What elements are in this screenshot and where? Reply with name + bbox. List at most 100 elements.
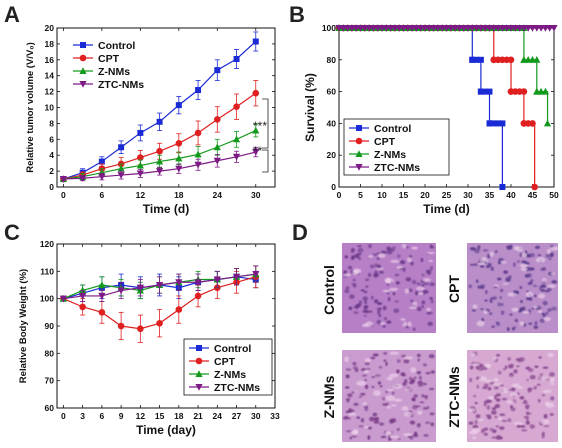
data-point <box>175 154 183 162</box>
cell-nucleus <box>421 394 425 398</box>
y-tick-label: 80 <box>45 348 55 358</box>
cytoplasm-patch <box>378 253 386 258</box>
cell-nucleus <box>540 284 547 288</box>
data-point <box>252 126 260 134</box>
x-tick-label: 9 <box>119 411 124 421</box>
cell-nucleus <box>412 327 416 331</box>
cell-nucleus <box>533 294 537 298</box>
cytoplasm-patch <box>353 268 362 274</box>
data-point <box>175 165 183 173</box>
cell-nucleus <box>367 435 371 440</box>
cell-nucleus <box>409 435 414 440</box>
cell-nucleus <box>475 365 479 370</box>
cell-nucleus <box>418 384 424 387</box>
cell-nucleus <box>499 288 504 293</box>
y-tick-label: 120 <box>40 239 54 249</box>
data-point <box>194 129 202 137</box>
y-tick-label: 10 <box>45 103 55 113</box>
y-tick-label: 4 <box>49 150 54 160</box>
x-tick-label: 30 <box>251 190 261 200</box>
data-point <box>543 119 552 127</box>
y-tick-label: 100 <box>322 23 336 33</box>
x-tick-label: 0 <box>61 411 66 421</box>
cell-nucleus <box>491 436 498 439</box>
cell-nucleus <box>477 285 483 289</box>
cytoplasm-patch <box>546 248 551 254</box>
data-point <box>136 284 144 292</box>
cell-nucleus <box>360 392 366 396</box>
y-tick-label: 70 <box>45 376 55 386</box>
cytoplasm-patch <box>478 262 486 265</box>
cell-nucleus <box>526 378 529 382</box>
data-point <box>252 271 260 278</box>
series-z-nms <box>335 24 552 127</box>
data-point <box>213 157 221 165</box>
cytoplasm-patch <box>351 430 359 435</box>
data-point <box>507 56 515 64</box>
cell-nucleus <box>490 266 494 272</box>
cell-nucleus <box>532 284 538 287</box>
legend-marker <box>355 164 363 171</box>
cytoplasm-patch <box>344 356 349 363</box>
cell-nucleus <box>344 288 350 294</box>
cell-nucleus <box>483 400 489 404</box>
cytoplasm-patch <box>539 419 550 425</box>
he-label-cpt: CPT <box>446 275 462 303</box>
cell-nucleus <box>542 366 549 369</box>
cell-nucleus <box>422 363 428 367</box>
cell-nucleus <box>412 404 418 410</box>
cytoplasm-patch <box>418 292 424 296</box>
data-point <box>232 135 241 143</box>
cell-nucleus <box>421 305 424 309</box>
cell-nucleus <box>485 290 488 294</box>
legend-marker <box>355 137 363 145</box>
cell-nucleus <box>550 396 555 401</box>
cell-nucleus <box>477 245 481 250</box>
cell-nucleus <box>377 302 383 305</box>
data-point <box>482 88 489 95</box>
cell-nucleus <box>357 247 364 253</box>
series-ztc-nms <box>59 146 260 183</box>
cell-nucleus <box>511 387 516 392</box>
data-point <box>252 149 260 156</box>
y-tick-label: 0 <box>331 182 336 192</box>
cytoplasm-patch <box>517 386 524 389</box>
cytoplasm-patch <box>364 358 371 363</box>
data-point <box>499 120 506 127</box>
x-tick-label: 6 <box>100 411 105 421</box>
cell-nucleus <box>416 306 421 311</box>
data-point <box>495 120 502 127</box>
cell-nucleus <box>534 321 538 326</box>
cell-nucleus <box>506 245 509 249</box>
cell-nucleus <box>525 406 529 410</box>
data-point <box>175 306 183 313</box>
data-point <box>477 88 484 95</box>
cell-nucleus <box>501 419 507 423</box>
data-point <box>156 319 163 327</box>
cell-nucleus <box>513 369 518 374</box>
cell-nucleus <box>476 384 480 389</box>
cell-nucleus <box>390 249 395 252</box>
cell-nucleus <box>549 372 555 377</box>
data-point <box>477 56 484 63</box>
data-point <box>175 279 183 287</box>
cell-nucleus <box>474 262 478 267</box>
cytoplasm-patch <box>402 321 408 327</box>
x-tick-label: 0 <box>337 190 342 200</box>
y-tick-label: 60 <box>45 403 55 413</box>
cell-nucleus <box>430 422 435 427</box>
cytoplasm-patch <box>513 422 524 426</box>
cell-nucleus <box>499 426 505 430</box>
data-point <box>233 103 240 111</box>
cell-nucleus <box>528 281 533 284</box>
cell-nucleus <box>353 311 359 315</box>
data-point <box>486 88 493 95</box>
cell-nucleus <box>393 308 400 314</box>
cytoplasm-patch <box>380 321 386 325</box>
cell-nucleus <box>540 289 545 292</box>
cytoplasm-patch <box>476 320 485 327</box>
cell-nucleus <box>515 358 521 362</box>
cell-nucleus <box>347 393 353 398</box>
cytoplasm-patch <box>396 266 404 269</box>
